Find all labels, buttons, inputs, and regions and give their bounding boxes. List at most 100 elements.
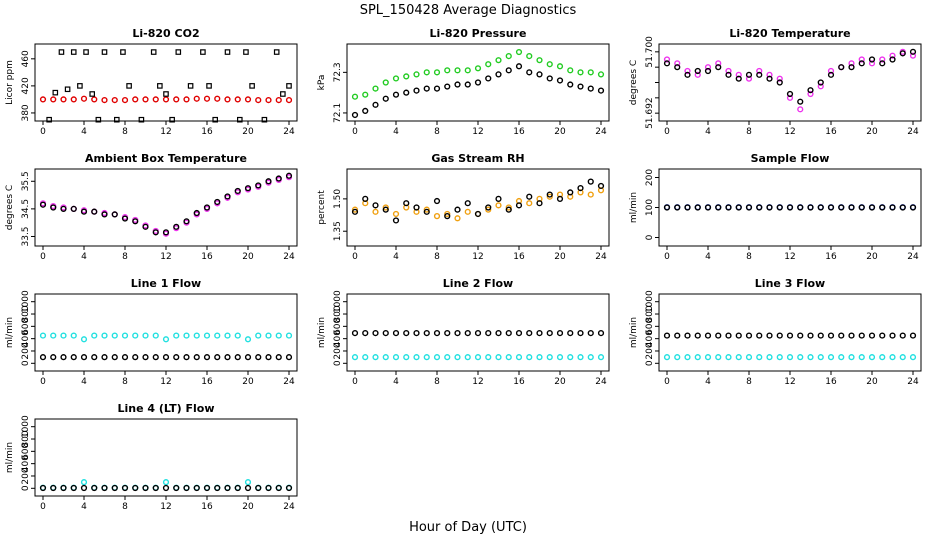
data-point — [142, 332, 149, 339]
data-point — [39, 201, 47, 208]
data-point — [203, 332, 211, 339]
data-point — [187, 83, 194, 89]
data-point — [495, 354, 502, 361]
data-point — [735, 75, 742, 82]
data-point — [275, 484, 282, 492]
data-point — [536, 330, 543, 337]
panel-title: Li-820 CO2 — [132, 27, 199, 40]
data-point — [39, 96, 47, 103]
data-point — [577, 69, 584, 76]
data-series — [39, 332, 293, 343]
data-point — [597, 354, 605, 361]
data-point — [536, 200, 543, 207]
data-point — [766, 204, 773, 211]
data-point — [382, 204, 389, 211]
data-point — [444, 67, 451, 74]
x-tick-label: 24 — [595, 252, 607, 262]
x-tick-label: 24 — [283, 502, 295, 512]
panel-title: Gas Stream RH — [431, 152, 524, 165]
data-point — [756, 354, 763, 361]
data-point — [285, 172, 293, 179]
x-tick-label: 24 — [283, 127, 295, 137]
data-point — [848, 60, 855, 67]
data-point — [261, 116, 268, 123]
y-tick-label: 400 — [21, 330, 31, 347]
data-point — [173, 332, 180, 339]
panel-title: Line 2 Flow — [443, 277, 513, 290]
data-point — [351, 111, 359, 119]
data-point — [255, 484, 262, 492]
x-tick-label: 8 — [746, 252, 752, 262]
data-point — [745, 354, 753, 361]
x-tick-label: 8 — [122, 252, 128, 262]
y-tick-label: 1000 — [21, 290, 31, 313]
x-tick-label: 0 — [40, 252, 46, 262]
x-tick-label: 4 — [705, 127, 711, 137]
x-tick-label: 0 — [352, 252, 358, 262]
data-point — [91, 484, 98, 492]
x-tick-label: 4 — [705, 252, 711, 262]
data-point — [786, 94, 794, 101]
data-point — [111, 484, 118, 492]
data-point — [464, 200, 471, 207]
y-tick-label: 1.35 — [333, 221, 343, 241]
x-tick-label: 16 — [201, 502, 213, 512]
data-point — [756, 332, 763, 339]
data-point — [372, 330, 379, 337]
data-point — [889, 56, 896, 63]
data-point — [175, 49, 182, 55]
chart-panel: Li-820 Temperature 0 4 8 12 16 20 24 51.692 51.70… — [629, 27, 922, 137]
data-point — [889, 204, 896, 211]
data-point — [684, 332, 691, 339]
data-point — [495, 57, 502, 64]
data-point — [817, 204, 824, 211]
chart-panel: Ambient Box Temperature 0 4 8 12 16 20 24 33.5 34… — [5, 152, 298, 262]
data-point — [587, 191, 594, 198]
data-point — [70, 484, 77, 492]
x-tick-label: 0 — [664, 252, 670, 262]
data-point — [536, 57, 543, 64]
data-point — [526, 200, 533, 207]
data-point — [485, 75, 492, 82]
data-point — [101, 49, 108, 55]
data-point — [121, 96, 129, 104]
data-point — [95, 116, 102, 123]
data-point — [132, 332, 139, 339]
data-series — [39, 172, 293, 236]
chart-panel: Sample Flow 0 4 8 12 16 20 24 0 100 200 ml/min — [629, 152, 922, 262]
data-point — [224, 484, 231, 492]
y-tick-label: 200 — [333, 342, 343, 359]
data-point — [203, 484, 211, 492]
plot-frame — [658, 168, 922, 247]
figure-title: SPL_150428 Average Diagnostics — [360, 3, 577, 18]
y-axis-label: ml/min — [317, 317, 327, 348]
data-point — [505, 354, 512, 361]
data-point — [807, 90, 814, 98]
data-point — [132, 354, 139, 361]
data-point — [474, 330, 482, 337]
data-point — [214, 484, 221, 492]
chart-panel: Gas Stream RH 0 4 8 12 16 20 24 1.35 1.50 percent — [317, 152, 610, 262]
data-point — [715, 204, 722, 211]
data-point — [505, 330, 512, 337]
data-point — [162, 484, 170, 492]
data-point — [138, 116, 145, 123]
data-point — [909, 48, 917, 55]
x-tick-label: 20 — [242, 377, 254, 387]
y-tick-label: 400 — [333, 330, 343, 347]
data-point — [725, 71, 732, 78]
data-point — [663, 56, 671, 63]
y-axis-label: degrees C — [5, 185, 15, 230]
data-point — [169, 116, 175, 123]
data-point — [285, 354, 293, 361]
data-series — [39, 95, 293, 104]
data-point — [50, 354, 57, 361]
data-point — [838, 354, 845, 361]
data-point — [255, 96, 262, 104]
panel-title: Sample Flow — [751, 152, 830, 165]
data-point — [766, 75, 773, 82]
data-point — [827, 332, 835, 339]
data-point — [142, 484, 149, 492]
